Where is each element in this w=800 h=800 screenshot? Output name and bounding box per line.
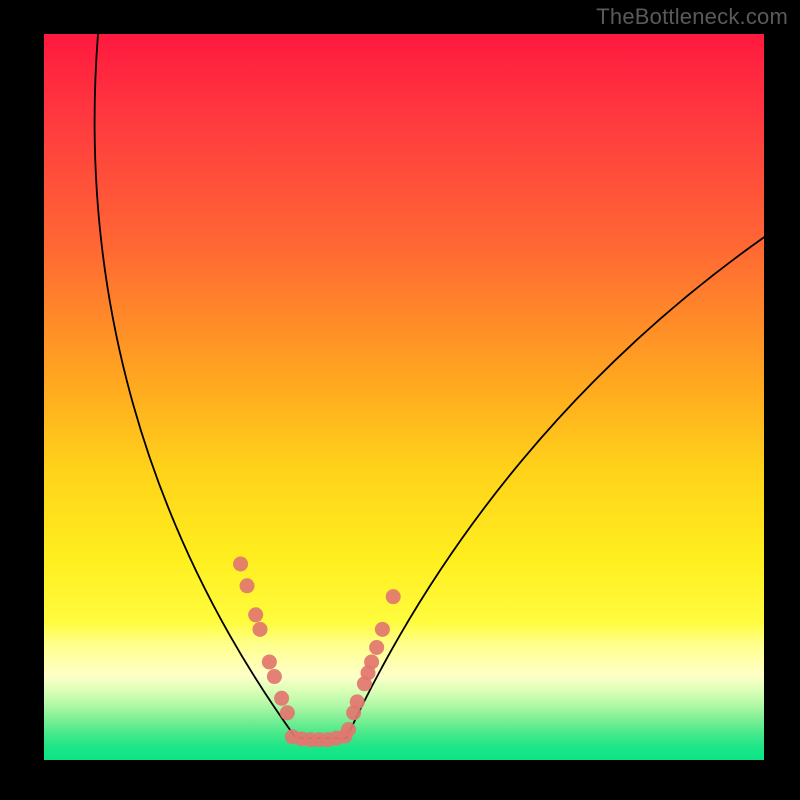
marker-right xyxy=(386,589,401,604)
marker-left xyxy=(240,578,255,593)
watermark-text: TheBottleneck.com xyxy=(596,4,788,30)
plot-background xyxy=(44,34,764,760)
marker-right xyxy=(357,676,372,691)
marker-left xyxy=(253,622,268,637)
marker-right xyxy=(369,640,384,655)
marker-left xyxy=(248,607,263,622)
marker-left xyxy=(267,669,282,684)
marker-left xyxy=(262,654,277,669)
marker-valley xyxy=(341,722,356,737)
marker-left xyxy=(280,705,295,720)
marker-right xyxy=(375,622,390,637)
marker-left xyxy=(274,691,289,706)
chart-container: TheBottleneck.com xyxy=(0,0,800,800)
marker-right xyxy=(346,705,361,720)
marker-left xyxy=(233,556,248,571)
chart-svg xyxy=(0,0,800,800)
